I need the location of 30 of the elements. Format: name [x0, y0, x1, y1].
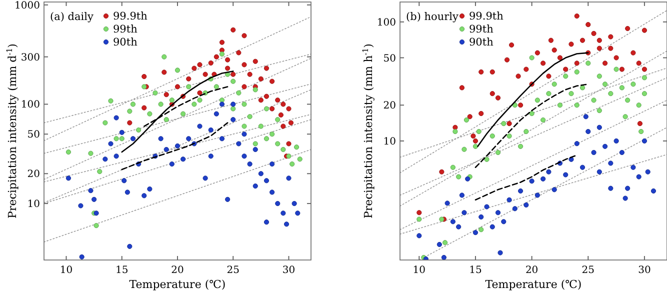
- legend-label: 90th: [113, 36, 138, 49]
- x-tick-label: 10: [412, 265, 426, 276]
- y-tick-label: 50: [27, 130, 40, 141]
- x-tick-label: 10: [60, 265, 73, 276]
- x-tick-label: 30: [282, 265, 296, 276]
- x-tick-label: 15: [116, 265, 128, 276]
- y-tick-label: 100: [376, 17, 396, 28]
- x-axis-title: Temperature (℃): [129, 278, 226, 291]
- x-tick-label: 25: [582, 265, 595, 276]
- legend-label: 99th: [113, 24, 138, 36]
- x-tick-label: 20: [171, 265, 184, 276]
- x-tick-label: 20: [525, 265, 538, 276]
- y-tick-label: 10: [27, 199, 40, 210]
- legend-label: 99.9th: [469, 10, 504, 23]
- y-tick-label: 300: [20, 52, 40, 64]
- x-axis-title: Temperature (℃): [485, 278, 582, 291]
- y-tick-label: 20: [27, 169, 40, 180]
- y-tick-label: 10: [383, 136, 396, 148]
- x-tick-label: 15: [469, 265, 482, 276]
- x-tick-label: 30: [638, 265, 651, 276]
- legend-label: 90th: [469, 36, 494, 49]
- y-tick-label: 20: [383, 100, 396, 112]
- annotation: (b) hourly: [406, 11, 458, 23]
- legend-label: 99th: [469, 24, 494, 36]
- annotation: (a) daily: [50, 11, 94, 23]
- legend-label: 99.9th: [113, 10, 148, 23]
- y-tick-label: 100: [20, 100, 40, 111]
- x-tick-label: 25: [226, 265, 240, 276]
- y-tick-label: 1000: [14, 0, 40, 12]
- y-tick-label: 50: [383, 53, 396, 64]
